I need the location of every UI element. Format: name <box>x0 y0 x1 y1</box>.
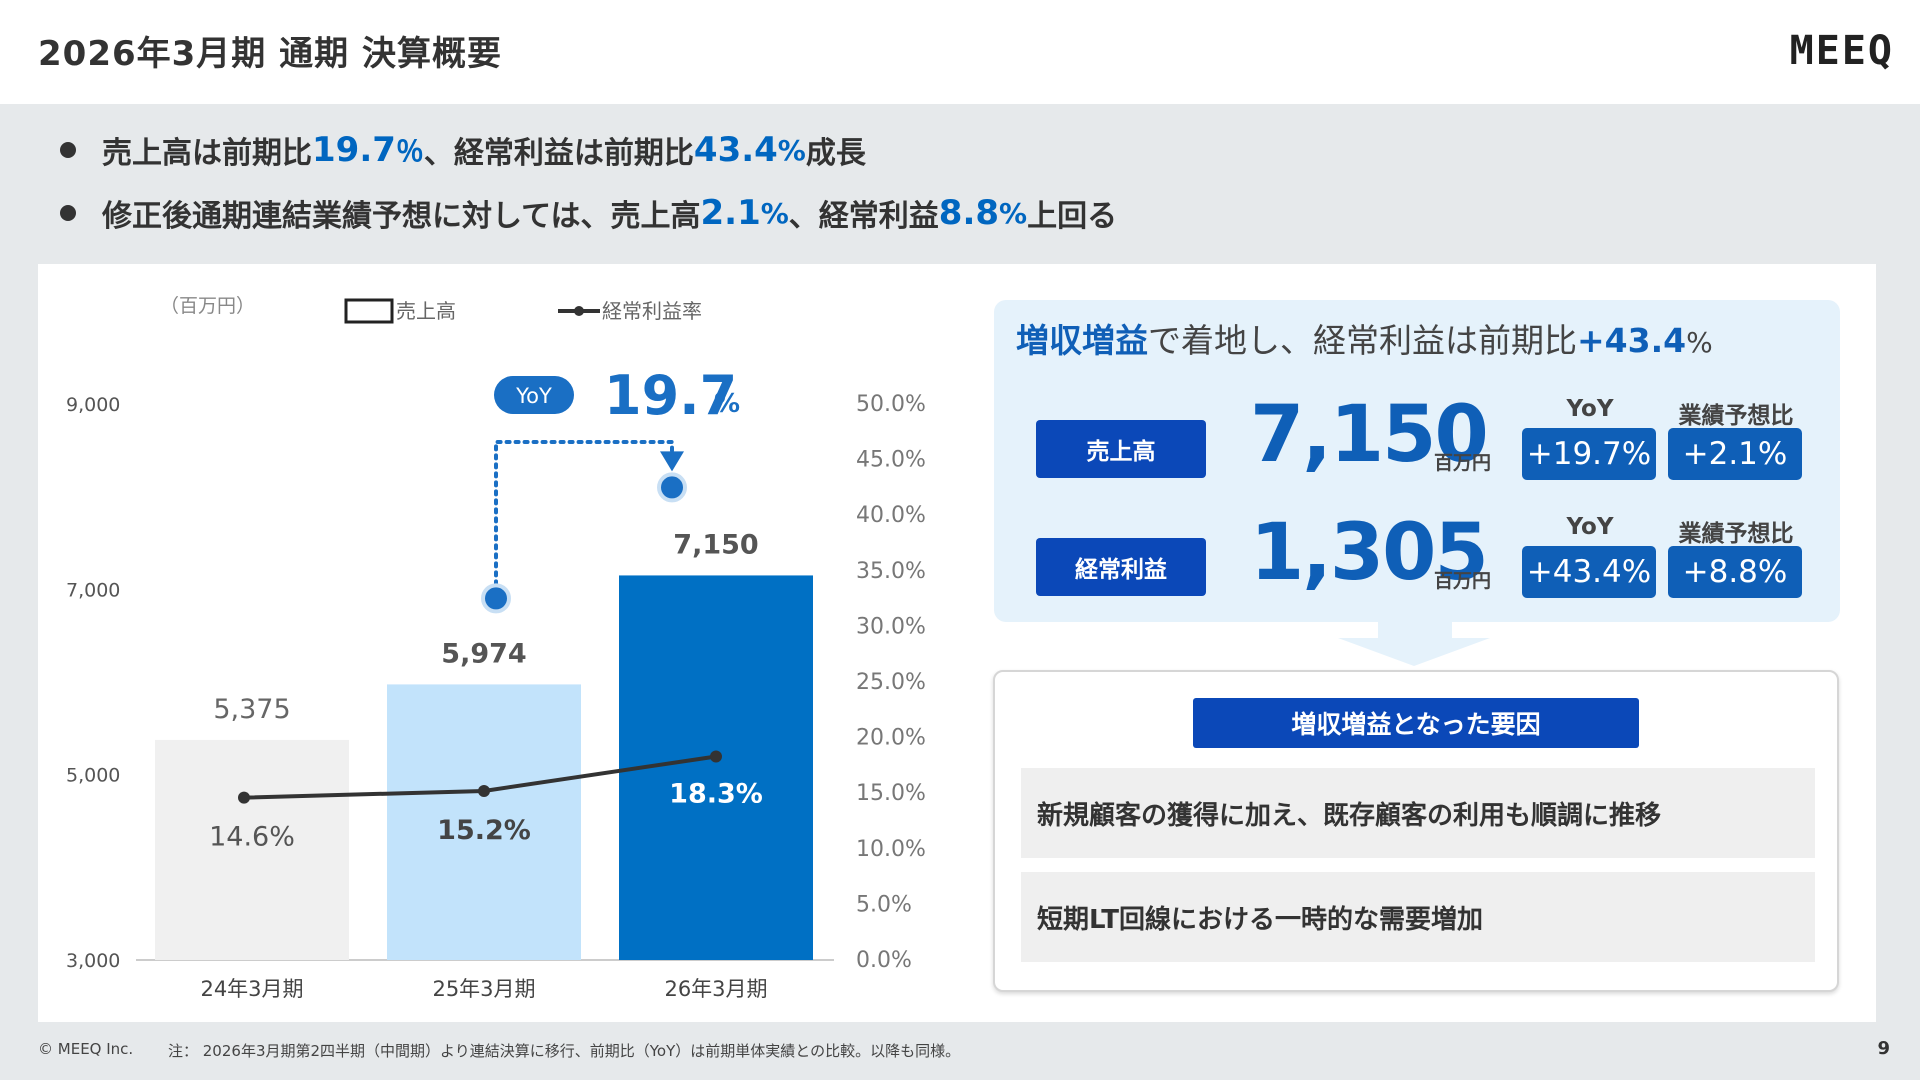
yoy-unit: % <box>714 389 740 419</box>
col-head-forecast: 業績予想比 <box>1678 403 1794 429</box>
factor-item: 新規顧客の獲得に加え、既存顧客の利用も順調に推移 <box>1021 768 1815 858</box>
legend-line-marker <box>574 306 584 316</box>
footer-note: 注： 2026年3月期第2四半期（中間期）より連結決算に移行、前期比（YoY）は… <box>168 1042 961 1060</box>
summary-headline-strong: 増収増益 <box>1016 321 1148 360</box>
bullet-highlight-unit: % <box>999 196 1028 230</box>
margin-point <box>710 750 722 763</box>
yoy-start-marker <box>481 583 511 614</box>
margin-point <box>238 791 250 804</box>
bullet-highlight-unit: % <box>777 133 806 167</box>
col-head-yoy: YoY <box>1566 514 1614 540</box>
metric-row-ordinary-profit: 経常利益 1,305 百万円 YoY 業績予想比 +43.4% +8.8% <box>1036 508 1816 618</box>
bullet-highlight: 43.4 <box>693 130 778 170</box>
margin-data-label: 15.2% <box>437 815 531 846</box>
revenue-chart: （百万円） 売上高 経常利益率 3,000 5,000 7,000 9,000 0.0% 5.0… <box>66 295 926 1001</box>
summary-headline: 増収増益で着地し、経常利益は前期比+43.4% <box>1016 314 1713 362</box>
yoy-chip: +43.4% <box>1522 546 1656 598</box>
metric-label: 売上高 <box>1036 420 1206 478</box>
y-right-tick-label: 45.0% <box>856 448 926 473</box>
yoy-arrow-icon <box>660 451 684 472</box>
yoy-end-marker <box>657 472 687 503</box>
y-right-tick-label: 50.0% <box>856 392 926 417</box>
bullet-highlight: 19.7 <box>312 130 396 170</box>
col-head-forecast: 業績予想比 <box>1678 521 1794 547</box>
summary-headline-value: +43.4 <box>1577 321 1687 360</box>
metric-row-revenue: 売上高 7,150 百万円 YoY 業績予想比 +19.7% +2.1% <box>1036 390 1816 500</box>
bar-24年3月期 <box>155 739 349 960</box>
yoy-dotted-connector <box>494 440 674 587</box>
bullet-text-part: 修正後通期連結業績予想に対しては、売上高 <box>102 199 701 234</box>
y-right-tick-label: 40.0% <box>856 503 926 528</box>
bullet-highlight: 2.1 <box>700 193 761 233</box>
y-left-tick-label: 7,000 <box>66 579 120 601</box>
bullet-dot-icon <box>60 142 76 158</box>
y-left-tick-label: 9,000 <box>66 394 120 416</box>
bullet-dot-icon <box>60 205 76 221</box>
bar-data-label: 5,375 <box>213 694 290 725</box>
y-right-tick-label: 25.0% <box>856 670 926 695</box>
bar-25年3月期 <box>387 684 581 960</box>
margin-data-label: 14.6% <box>209 822 295 853</box>
page-number: 9 <box>1877 1038 1890 1059</box>
factors-box: 増収増益となった要因 新規顧客の獲得に加え、既存顧客の利用も順調に推移 短期LT… <box>993 670 1839 992</box>
forecast-chip: +8.8% <box>1668 546 1802 598</box>
summary-headline-unit: % <box>1686 326 1713 359</box>
y-right-tick-label: 10.0% <box>856 837 926 862</box>
yoy-chip: +19.7% <box>1522 428 1656 480</box>
margin-data-label: 18.3% <box>669 779 763 810</box>
meeq-logo: MEEQ <box>1789 28 1894 74</box>
y-right-tick-label: 30.0% <box>856 614 926 639</box>
metric-unit: 百万円 <box>1434 452 1492 474</box>
y-left-tick-label: 5,000 <box>66 765 120 787</box>
bullet-item: 修正後通期連結業績予想に対しては、売上高 2.1 % 、経常利益 8.8 % 上… <box>60 191 1117 235</box>
page-title: 2026年3月期 通期 決算概要 <box>38 34 502 74</box>
bullet-text-part: 成長 <box>805 136 866 171</box>
y-right-tick-label: 5.0% <box>856 892 912 917</box>
factor-item: 短期LT回線における一時的な需要増加 <box>1021 872 1815 962</box>
legend-label: 経常利益率 <box>602 299 702 323</box>
bar-data-label: 7,150 <box>673 529 758 560</box>
header-bar: 2026年3月期 通期 決算概要 MEEQ <box>0 0 1920 104</box>
bullet-text-part: 上回る <box>1027 199 1118 234</box>
summary-headline-text: で着地し、経常利益は前期比 <box>1148 321 1577 360</box>
x-tick-label: 25年3月期 <box>432 977 535 1001</box>
down-arrow-icon <box>1338 622 1490 666</box>
yoy-badge <box>494 376 574 414</box>
y-left-tick-label: 3,000 <box>66 950 120 972</box>
yoy-badge-label: YoY <box>515 384 552 408</box>
chart-unit-label: （百万円） <box>160 295 255 317</box>
metric-label: 経常利益 <box>1036 538 1206 596</box>
metric-unit: 百万円 <box>1434 570 1492 592</box>
legend-bar-swatch <box>344 298 394 324</box>
bar-data-label: 5,974 <box>441 638 526 669</box>
col-head-yoy: YoY <box>1566 396 1614 422</box>
bullet-text-part: 、経常利益 <box>788 199 939 234</box>
yoy-value: 19.7 <box>604 364 737 427</box>
footer-copyright: © MEEQ Inc. <box>38 1040 134 1058</box>
bullet-highlight: 8.8 <box>938 193 1000 233</box>
legend-label: 売上高 <box>396 299 456 323</box>
metric-value: 7,150 <box>1250 390 1489 480</box>
margin-point <box>478 784 490 797</box>
bullet-list: 売上高は前期比 19.7 ％ 、経常利益は前期比 43.4 % 成長 修正後通期… <box>60 128 1117 254</box>
forecast-chip: +2.1% <box>1668 428 1802 480</box>
bullet-text-part: 、経常利益は前期比 <box>423 136 694 171</box>
x-tick-label: 26年3月期 <box>664 977 767 1001</box>
factors-title: 増収増益となった要因 <box>1193 698 1639 748</box>
metric-value: 1,305 <box>1250 508 1489 598</box>
summary-box: 増収増益で着地し、経常利益は前期比+43.4% 売上高 7,150 百万円 Yo… <box>994 300 1840 622</box>
y-right-tick-label: 0.0% <box>856 948 912 973</box>
y-right-tick-label: 20.0% <box>856 726 926 751</box>
bullet-item: 売上高は前期比 19.7 ％ 、経常利益は前期比 43.4 % 成長 <box>60 128 1117 172</box>
bullet-highlight-unit: ％ <box>395 135 424 168</box>
bullet-highlight-unit: % <box>760 196 789 230</box>
y-right-tick-label: 15.0% <box>856 781 926 806</box>
x-tick-label: 24年3月期 <box>200 977 303 1001</box>
bullet-text-part: 売上高は前期比 <box>102 136 312 171</box>
content-panel: （百万円） 売上高 経常利益率 3,000 5,000 7,000 9,000 0.0% 5.0… <box>38 264 1876 1022</box>
y-right-tick-label: 35.0% <box>856 559 926 584</box>
